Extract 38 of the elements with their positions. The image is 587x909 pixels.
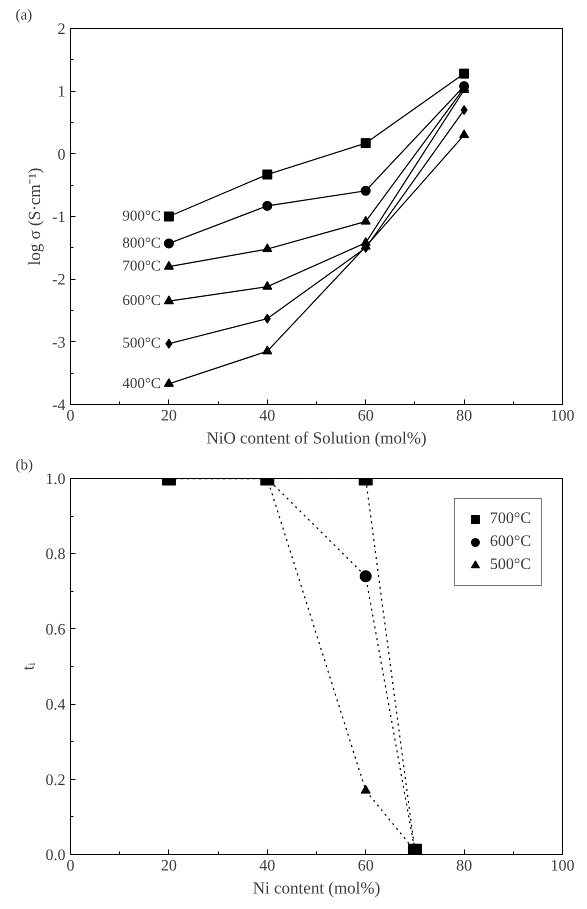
- x-axis-title: Ni content (mol%): [252, 878, 380, 898]
- series-label: 400°C: [122, 376, 161, 392]
- y-tick-label: 2: [58, 21, 66, 38]
- legend-label: 600°C: [490, 533, 531, 551]
- y-tick-label: 0.8: [46, 546, 66, 564]
- x-tick-label: 40: [259, 858, 276, 874]
- y-tick-label: 0.6: [46, 621, 66, 638]
- y-tick-label: 0.4: [46, 696, 66, 714]
- y-tick-label: -1: [52, 209, 66, 226]
- x-tick-label: 20: [160, 408, 177, 424]
- series-label: 900°C: [122, 208, 161, 224]
- legend-label: 700°C: [490, 510, 531, 528]
- x-tick-label: 20: [160, 858, 177, 874]
- y-tick-label: -3: [52, 334, 66, 352]
- y-tick-label: -4: [52, 397, 66, 414]
- x-tick-label: 100: [550, 858, 574, 874]
- y-tick-label: 0.0: [46, 847, 66, 864]
- series-label: 500°C: [122, 336, 161, 352]
- x-tick-label: 80: [456, 858, 472, 874]
- y-axis-title: log σ (S·cm⁻¹): [25, 168, 44, 266]
- x-tick-label: 100: [550, 408, 574, 424]
- x-axis-title: NiO content of Solution (mol%): [206, 428, 427, 448]
- y-tick-label: -2: [52, 272, 66, 289]
- legend-label: 500°C: [490, 556, 531, 574]
- x-tick-label: 60: [358, 858, 374, 874]
- x-tick-label: 60: [358, 408, 374, 424]
- x-tick-label: 40: [259, 408, 276, 424]
- y-axis-title: tᵢ: [18, 662, 38, 670]
- chart-title: (a): [16, 8, 32, 24]
- y-tick-label: 1: [58, 84, 66, 101]
- series-label: 600°C: [122, 293, 161, 310]
- x-tick-label: 80: [456, 408, 472, 424]
- y-tick-label: 0.2: [46, 772, 66, 789]
- y-tick-label: 0: [58, 146, 66, 164]
- series-label: 800°C: [122, 235, 161, 252]
- chart-title: (b): [16, 458, 33, 474]
- series-label: 700°C: [122, 258, 161, 275]
- y-tick-label: 1.0: [46, 471, 66, 488]
